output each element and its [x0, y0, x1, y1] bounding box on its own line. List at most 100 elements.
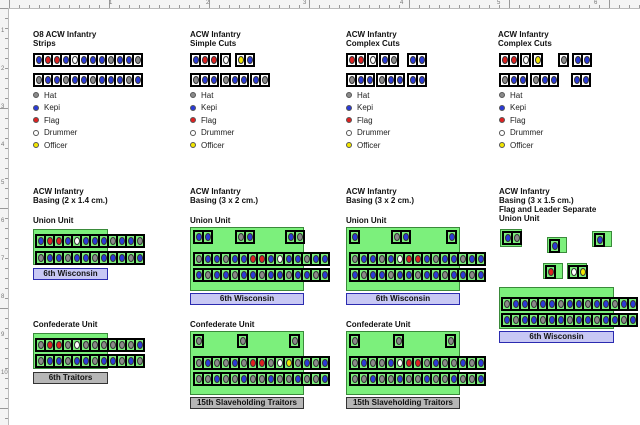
figure-cell — [194, 373, 203, 385]
hat-figure — [611, 300, 618, 308]
officer-swatch — [499, 142, 505, 149]
figure-cell — [126, 355, 135, 367]
figure-cell — [248, 269, 257, 281]
ruler-tick — [269, 5, 270, 8]
ruler-tick — [529, 5, 530, 8]
figure-cell — [458, 373, 467, 385]
figure-cell — [320, 373, 329, 385]
figure-cell — [124, 54, 133, 66]
figure-cell — [230, 269, 239, 281]
figure-strip — [349, 230, 360, 244]
figure-strip — [349, 334, 360, 348]
kepi-figure — [459, 359, 466, 367]
kepi-figure — [629, 300, 636, 308]
figure-cell — [359, 253, 368, 265]
ruler-tick — [359, 5, 360, 8]
kepi-figure — [64, 237, 71, 245]
figure-cell — [356, 54, 365, 66]
figure-cell — [191, 74, 200, 86]
ruler-tick — [5, 78, 8, 79]
figure-cell — [260, 74, 269, 86]
kepi-figure — [450, 375, 457, 383]
drummer-swatch — [190, 129, 196, 136]
ruler-tick — [5, 338, 8, 339]
hat-figure — [285, 375, 292, 383]
ruler-tick — [619, 5, 620, 8]
figure-cell — [203, 269, 212, 281]
legend-label: Kepi — [201, 103, 218, 113]
figure-cell — [392, 231, 401, 243]
kepi-figure — [477, 271, 484, 279]
drummer-figure — [73, 237, 80, 245]
ruler-tick — [5, 218, 8, 219]
figure-strip — [220, 73, 249, 87]
hat-figure — [291, 337, 298, 345]
figure-cell — [72, 339, 81, 351]
figure-cell — [221, 373, 230, 385]
hat-figure — [459, 255, 466, 263]
hat-figure — [285, 271, 292, 279]
figure-strip — [220, 53, 231, 67]
figure-cell — [45, 235, 54, 247]
figure-cell — [449, 269, 458, 281]
kepi-figure — [294, 375, 301, 383]
ruler-tick — [539, 5, 540, 8]
ruler-tick — [399, 5, 400, 8]
figure-cell — [610, 314, 619, 326]
legend-label: Drummer — [510, 128, 544, 138]
ruler-tick — [339, 5, 340, 8]
kepi-figure — [267, 255, 274, 263]
ruler-tick — [5, 358, 8, 359]
figure-cell — [628, 298, 637, 310]
ruler-tick — [5, 398, 8, 399]
figure-cell — [212, 357, 221, 369]
ruler-tick — [5, 388, 8, 389]
kepi-figure — [80, 76, 87, 84]
column-title-line: Complex Cuts — [498, 39, 552, 48]
hat-figure — [258, 375, 265, 383]
figure-cell — [245, 231, 254, 243]
ruler-tick — [599, 5, 600, 8]
figure-cell — [377, 269, 386, 281]
drummer-figure — [369, 56, 376, 64]
figure-strip — [545, 265, 556, 279]
hat-swatch — [499, 92, 505, 99]
kepi-figure — [418, 56, 425, 64]
kepi-figure — [204, 233, 211, 241]
figure-cell — [194, 335, 203, 347]
figure-strip — [193, 356, 330, 370]
figure-cell — [511, 298, 520, 310]
horizontal-ruler[interactable]: 1 2 3 4 5 6 — [0, 0, 640, 9]
kepi-figure — [136, 254, 143, 262]
figure-cell — [275, 253, 284, 265]
legend-item: Drummer — [190, 127, 234, 140]
figure-strip — [33, 53, 143, 67]
figure-cell — [302, 357, 311, 369]
ruler-tick — [5, 88, 8, 89]
kepi-figure — [71, 76, 78, 84]
hat-figure — [91, 357, 98, 365]
flag-figure — [258, 359, 265, 367]
drummer-figure — [570, 268, 577, 276]
kepi-figure — [231, 76, 238, 84]
figure-strip — [558, 53, 569, 67]
vertical-ruler[interactable]: 1 2 3 4 5 6 7 8 9 10 — [0, 8, 9, 425]
kepi-figure — [519, 76, 526, 84]
figure-cell — [431, 373, 440, 385]
figure-cell — [126, 235, 135, 247]
kepi-figure — [267, 271, 274, 279]
ruler-tick — [469, 5, 470, 8]
figure-cell — [63, 235, 72, 247]
kepi-figure — [127, 237, 134, 245]
figure-cell — [135, 252, 144, 264]
ruler-number: 10 — [1, 370, 8, 376]
ruler-tick — [139, 5, 140, 8]
figure-strip — [376, 73, 405, 87]
ruler-tick — [5, 18, 8, 19]
unit-heading: Union Unit — [190, 216, 231, 225]
figure-cell — [275, 357, 284, 369]
figure-cell — [117, 339, 126, 351]
figure-cell — [574, 314, 583, 326]
figure-cell — [293, 357, 302, 369]
ruler-tick — [5, 128, 8, 129]
